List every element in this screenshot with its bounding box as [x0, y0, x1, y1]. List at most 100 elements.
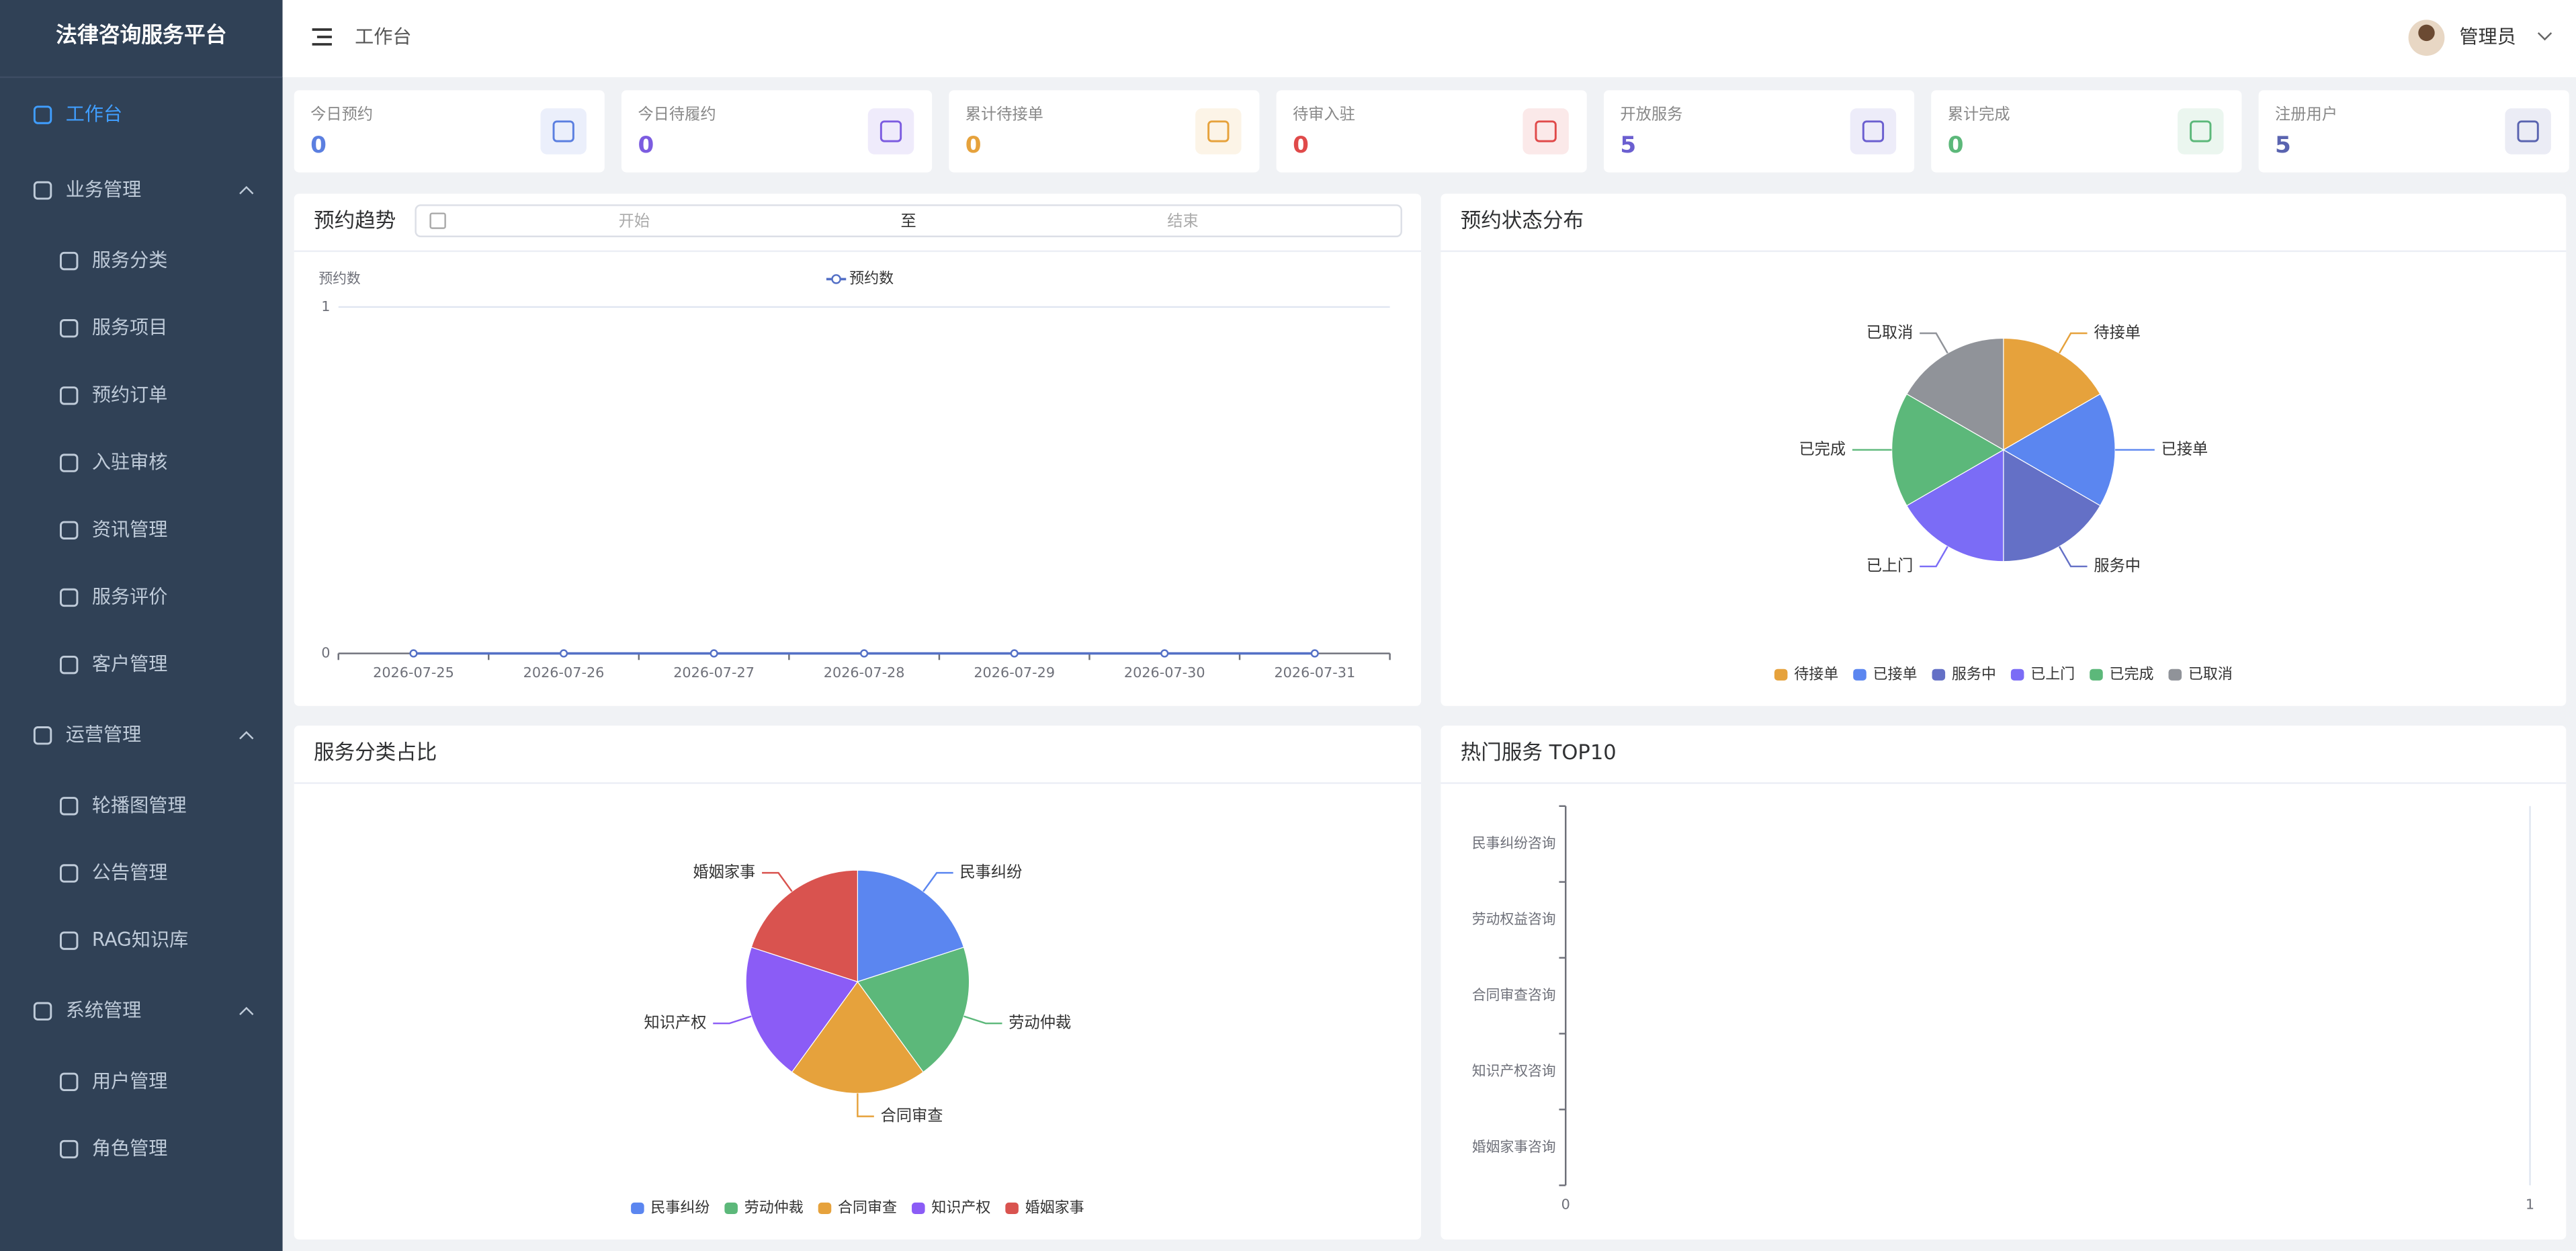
avatar-hair [2418, 24, 2435, 42]
stat-card [294, 90, 605, 173]
legend-swatch[interactable] [818, 1202, 832, 1215]
date-start[interactable]: 开始 [619, 212, 650, 230]
legend-label[interactable]: 服务中 [1952, 666, 1996, 683]
legend-label[interactable]: 已接单 [1873, 666, 1918, 683]
point-marker[interactable] [860, 649, 869, 658]
pie-slice[interactable] [2003, 449, 2101, 562]
date-range-input[interactable] [415, 204, 1402, 238]
pie-slice[interactable] [857, 947, 970, 1073]
slice-label: 已上门 [1866, 557, 1914, 575]
stat-card [1276, 90, 1587, 173]
y-axis-name: 预约数 [318, 270, 361, 286]
legend-swatch[interactable] [2168, 668, 2182, 681]
menu-icon [33, 726, 52, 745]
legend-label[interactable]: 知识产权 [931, 1199, 990, 1216]
legend-label[interactable]: 预约数 [849, 270, 894, 287]
menu-icon [33, 105, 52, 124]
x-tick-label: 0 [1561, 1197, 1570, 1213]
y-tick-label: 民事纠纷咨询 [1472, 835, 1556, 851]
legend-label[interactable]: 已上门 [2030, 666, 2075, 683]
stat-label: 今日待履约 [638, 105, 716, 124]
pie-slice[interactable] [2003, 337, 2101, 451]
stat-label: 待审入驻 [1293, 105, 1355, 124]
panel [1441, 726, 2567, 1240]
submenu-item[interactable]: 角色管理 [92, 1137, 167, 1160]
menu-item[interactable]: 系统管理 [66, 999, 141, 1021]
submenu-item[interactable]: 预约订单 [92, 384, 167, 406]
legend-swatch[interactable] [724, 1202, 738, 1215]
point-marker[interactable] [559, 649, 568, 658]
point-marker[interactable] [409, 649, 418, 658]
stat-label: 开放服务 [1620, 105, 1682, 124]
submenu-item[interactable]: 服务评价 [92, 585, 167, 607]
submenu-item[interactable]: 入驻审核 [92, 451, 167, 473]
legend: 待接单 已接单 服务中 已上门 已完成 已取消 [1774, 666, 2233, 683]
user-dropdown[interactable] [2537, 32, 2552, 41]
stat-icon-box [1195, 108, 1242, 155]
legend-label[interactable]: 劳动仲裁 [744, 1199, 804, 1216]
legend-label[interactable]: 合同审查 [838, 1199, 897, 1216]
legend-swatch[interactable] [1853, 668, 1866, 681]
menu-icon [60, 454, 79, 472]
legend-swatch[interactable] [1932, 668, 1946, 681]
submenu-item[interactable]: 资讯管理 [92, 518, 167, 540]
legend-label[interactable]: 已完成 [2110, 666, 2154, 683]
legend-swatch[interactable] [912, 1202, 925, 1215]
slice-label: 服务中 [2094, 557, 2141, 575]
menu-icon [60, 319, 79, 338]
pie-slice[interactable] [1906, 337, 2004, 451]
legend-swatch[interactable] [631, 1202, 644, 1215]
submenu-item[interactable]: RAG知识库 [92, 929, 188, 951]
panel [294, 193, 1422, 706]
menu-item[interactable]: 运营管理 [66, 724, 141, 746]
menu-item[interactable]: 业务管理 [66, 178, 141, 200]
submenu-item[interactable]: 服务分类 [92, 249, 167, 271]
slice-label: 已取消 [1866, 324, 1914, 342]
legend-swatch[interactable] [1774, 668, 1788, 681]
point-marker[interactable] [1310, 649, 1319, 658]
legend-swatch[interactable] [2090, 668, 2103, 681]
submenu-item[interactable]: 公告管理 [92, 861, 167, 883]
point-marker[interactable] [1160, 649, 1169, 658]
menu-icon [60, 588, 79, 607]
menu-toggle[interactable] [312, 28, 332, 46]
x-tick-label: 1 [2526, 1197, 2534, 1213]
stat-card [2258, 90, 2569, 173]
menu-item[interactable]: 工作台 [66, 103, 122, 125]
submenu-item[interactable]: 服务项目 [92, 316, 167, 339]
stat-icon [2190, 120, 2212, 142]
label-line [922, 871, 953, 892]
breadcrumb: 工作台 [355, 26, 411, 48]
menu-icon [60, 1139, 79, 1159]
slice-label: 民事纠纷 [959, 863, 1022, 881]
stat-icon-box [2505, 108, 2551, 155]
slice-label: 劳动仲裁 [1008, 1014, 1071, 1032]
pie-slice[interactable] [745, 947, 859, 1073]
legend-marker[interactable] [831, 274, 841, 284]
submenu-item[interactable]: 客户管理 [92, 653, 167, 675]
user-name[interactable]: 管理员 [2459, 26, 2516, 48]
pie-slice[interactable] [1906, 449, 2004, 562]
point-marker[interactable] [710, 649, 718, 658]
pie-slice[interactable] [2002, 393, 2116, 507]
slice-label: 已接单 [2161, 440, 2208, 458]
pie-slice[interactable] [1891, 393, 2005, 507]
point-marker[interactable] [1010, 649, 1019, 658]
legend-label[interactable]: 待接单 [1794, 666, 1838, 683]
submenu-item[interactable]: 用户管理 [92, 1070, 167, 1092]
menu-collapse [239, 731, 254, 740]
y-tick-label: 知识产权咨询 [1472, 1063, 1556, 1079]
legend-label[interactable]: 婚姻家事 [1025, 1199, 1084, 1216]
legend-label[interactable]: 已取消 [2188, 666, 2233, 683]
stat-icon [1862, 120, 1885, 142]
submenu-item[interactable]: 轮播图管理 [92, 794, 187, 816]
pie-slice[interactable] [791, 981, 924, 1094]
legend-swatch[interactable] [1005, 1202, 1019, 1215]
menu-icon [33, 181, 52, 200]
stat-label: 累计待接单 [965, 105, 1043, 124]
legend-label[interactable]: 民事纠纷 [650, 1199, 710, 1216]
stat-label: 今日预约 [310, 105, 373, 124]
legend-swatch[interactable] [2010, 668, 2024, 681]
date-end[interactable]: 结束 [1167, 212, 1198, 230]
